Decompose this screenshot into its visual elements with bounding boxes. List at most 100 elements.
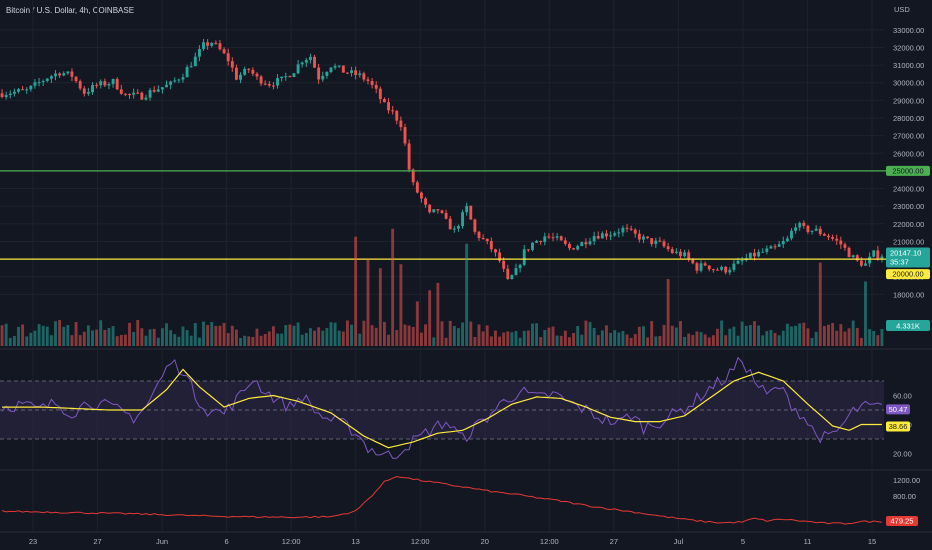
candle-body: [321, 75, 325, 80]
volume-bar: [485, 325, 489, 346]
candle-body: [724, 266, 728, 273]
volume-bar: [625, 334, 629, 346]
volume-bar: [831, 323, 835, 346]
candle-body: [308, 56, 312, 60]
volume-bar: [654, 336, 658, 346]
candle-body: [407, 143, 411, 170]
candle-body: [374, 85, 378, 89]
volume-bar: [160, 328, 164, 346]
volume-bar: [144, 335, 148, 346]
candle-body: [609, 235, 613, 237]
volume-series: [0, 228, 884, 346]
volume-bar: [358, 333, 362, 346]
candle-body: [559, 236, 563, 241]
volume-bar: [399, 264, 403, 346]
rsi-badge: [886, 404, 910, 415]
time-tick-label: 15: [868, 537, 876, 546]
candle-body: [193, 56, 197, 67]
volume-bar: [370, 325, 374, 346]
volume-bar: [629, 337, 633, 346]
candle-body: [699, 263, 703, 271]
volume-bar: [691, 335, 695, 346]
volume-bar: [308, 328, 312, 346]
candle-body: [448, 218, 452, 230]
candle-body: [111, 79, 115, 84]
candle-body: [880, 256, 884, 259]
candle-body: [296, 64, 300, 74]
volume-bar: [864, 281, 867, 346]
volume-bar: [650, 321, 654, 346]
candle-body: [625, 227, 629, 229]
volume-bar: [600, 330, 604, 346]
volume-bar: [280, 333, 284, 346]
candle-body: [498, 252, 502, 261]
candle-body: [457, 225, 460, 229]
candle-body: [510, 275, 514, 279]
volume-bar: [230, 325, 234, 346]
candle-body: [103, 81, 107, 86]
volume-bar: [296, 322, 300, 346]
countdown-label: 35:37: [890, 257, 909, 266]
volume-bar: [333, 322, 337, 346]
candle-body: [440, 210, 444, 213]
candle-body: [506, 268, 510, 279]
rsi-badge-label: 50.47: [889, 405, 908, 414]
price-tick-label: 27000.00: [893, 132, 924, 141]
volume-bar: [210, 321, 214, 346]
volume-bar: [769, 329, 773, 346]
candle-body: [17, 89, 20, 92]
candle-body: [107, 83, 111, 86]
candle-body: [748, 252, 752, 259]
volume-bar: [880, 329, 884, 346]
volume-bar: [732, 326, 736, 346]
volume-bar: [481, 331, 485, 346]
candle-body: [284, 76, 288, 78]
volume-badge-label: 4.331K: [896, 322, 920, 331]
volume-bar: [596, 335, 600, 346]
candle-body: [214, 42, 218, 44]
candle-body: [54, 73, 57, 77]
volume-bar: [522, 330, 526, 346]
candle-body: [230, 61, 234, 68]
volume-bar: [555, 335, 559, 346]
level-badge: [886, 165, 930, 176]
volume-bar: [276, 333, 279, 346]
candle-body: [197, 49, 201, 57]
candle-body: [531, 242, 534, 250]
level-badge-label: 20000.00: [892, 270, 923, 279]
volume-bar: [128, 322, 131, 346]
time-tick-label: Jul: [674, 537, 684, 546]
volume-bar: [271, 326, 275, 346]
candle-body: [362, 73, 366, 80]
candle-body: [859, 260, 863, 266]
candle-body: [674, 251, 678, 253]
volume-bar: [424, 324, 427, 346]
time-tick-label: 20: [481, 537, 489, 546]
price-tick-label: 30000.00: [893, 79, 924, 88]
volume-bar: [757, 325, 761, 346]
volume-bar: [568, 337, 571, 346]
volume-bar: [707, 337, 711, 346]
volume-bar: [777, 335, 781, 346]
volume-bar: [494, 330, 497, 346]
volume-bar: [165, 323, 168, 346]
candle-body: [732, 263, 736, 270]
volume-bar: [551, 326, 555, 346]
candle-body: [555, 236, 559, 238]
volume-bar: [703, 334, 707, 346]
volume-bar: [440, 321, 444, 346]
candle-body: [518, 264, 522, 269]
candle-body: [239, 74, 242, 80]
rsi-ma-line: [2, 368, 882, 449]
axes: 33000.00 32000.00 31000.00 30000.00 29000.00…: [29, 26, 924, 546]
volume-bar: [822, 326, 826, 346]
volume-bar: [765, 331, 769, 346]
volume-bar: [140, 328, 144, 346]
candle-body: [12, 91, 16, 94]
candle-body: [140, 92, 144, 100]
horizontal-levels[interactable]: [0, 170, 886, 260]
candle-body: [280, 76, 284, 79]
price-tick-label: 18000.00: [893, 290, 924, 299]
candle-body: [251, 69, 255, 74]
